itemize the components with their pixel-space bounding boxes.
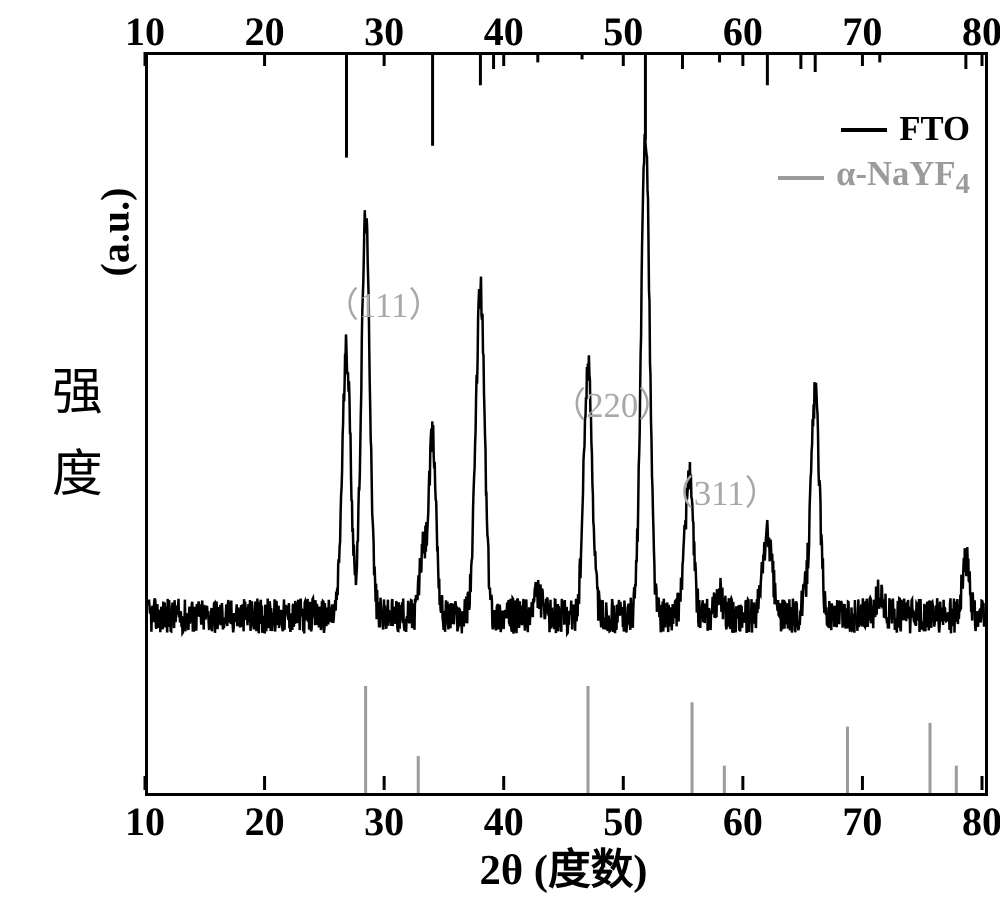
axis-label-y-cn-char: 度 bbox=[52, 444, 103, 505]
miller-label: （311） bbox=[659, 465, 779, 515]
legend-swatch bbox=[778, 176, 824, 180]
tick-label-top: 70 bbox=[842, 8, 882, 55]
axis-label-y-en-text: (a.u.) bbox=[93, 188, 138, 277]
legend: FTO α-NaYF4 bbox=[778, 110, 970, 207]
tick-label-top: 50 bbox=[603, 8, 643, 55]
tick-label-bottom: 60 bbox=[723, 798, 763, 845]
tick-label-top: 60 bbox=[723, 8, 763, 55]
miller-label: （111） bbox=[324, 277, 443, 327]
miller-label: （220） bbox=[552, 377, 673, 427]
tick-label-top: 80 bbox=[962, 8, 1000, 55]
tick-label-bottom: 10 bbox=[125, 798, 165, 845]
xrd-figure: 1020304050607080 1020304050607080 2θ (度数… bbox=[0, 0, 1000, 878]
tick-label-top: 10 bbox=[125, 8, 165, 55]
axis-label-x-text: 2θ (度数) bbox=[480, 847, 648, 894]
axis-label-y-cn-char: 强 bbox=[52, 362, 103, 423]
tick-label-bottom: 30 bbox=[364, 798, 404, 845]
tick-label-bottom: 70 bbox=[842, 798, 882, 845]
legend-label: FTO bbox=[899, 110, 970, 149]
tick-label-top: 30 bbox=[364, 8, 404, 55]
axis-label-y-en: (a.u.) bbox=[92, 188, 139, 277]
axis-label-x: 2θ (度数) bbox=[480, 836, 648, 897]
tick-label-bottom: 20 bbox=[245, 798, 285, 845]
axis-label-y-cn: 强度 bbox=[52, 362, 103, 505]
legend-swatch bbox=[841, 128, 887, 132]
legend-row: α-NaYF4 bbox=[778, 155, 970, 201]
legend-row: FTO bbox=[778, 110, 970, 149]
legend-label: α-NaYF4 bbox=[836, 155, 970, 201]
tick-label-bottom: 80 bbox=[962, 798, 1000, 845]
tick-label-top: 20 bbox=[245, 8, 285, 55]
tick-label-top: 40 bbox=[484, 8, 524, 55]
